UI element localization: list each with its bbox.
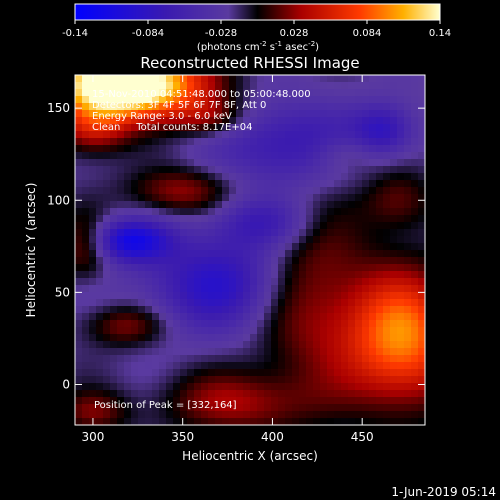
x-tick-label: 400 bbox=[261, 430, 284, 444]
y-tick-label: 50 bbox=[55, 285, 70, 299]
heatmap-image bbox=[75, 75, 425, 425]
y-tick-label: 150 bbox=[47, 101, 70, 115]
y-tick-label: 100 bbox=[47, 193, 70, 207]
colorbar: -0.14 -0.084 -0.028 0.028 0.084 0.14 (photons… bbox=[62, 3, 451, 53]
x-axis-ticks: 300 350 400 450 bbox=[81, 75, 374, 444]
observation-annotations: 15-Nov-2010 04:51:48.000 to 05:00:48.000… bbox=[92, 89, 311, 411]
x-tick-label: 450 bbox=[351, 430, 374, 444]
x-tick-label: 300 bbox=[81, 430, 104, 444]
plot-frame bbox=[74, 74, 426, 426]
colorbar-tick-label: -0.14 bbox=[62, 28, 88, 39]
y-axis-ticks: 0 50 100 150 bbox=[47, 101, 425, 391]
colorbar-gradient bbox=[74, 3, 441, 21]
annotation-clean-counts: Clean Total counts: 8.17E+04 bbox=[92, 122, 252, 133]
y-tick-label: 0 bbox=[62, 377, 70, 391]
annotation-energy-range: Energy Range: 3.0 - 6.0 keV bbox=[92, 111, 232, 122]
colorbar-tick-label: 0.084 bbox=[353, 28, 382, 39]
colorbar-tick-label: -0.084 bbox=[132, 28, 164, 39]
colorbar-units: (photons cm-2 s-1 asec-2) bbox=[197, 40, 319, 53]
annotation-detectors: Detectors: 3F 4F 5F 6F 7F 8F, Att 0 bbox=[92, 100, 266, 111]
colorbar-tick-label: 0.028 bbox=[280, 28, 309, 39]
colorbar-ticks: -0.14 -0.084 -0.028 0.028 0.084 0.14 bbox=[62, 20, 451, 39]
peak-position-label: Position of Peak = [332,164] bbox=[94, 400, 237, 411]
x-axis-label: Heliocentric X (arcsec) bbox=[182, 449, 318, 463]
chart-title: Reconstructed RHESSI Image bbox=[140, 54, 359, 72]
render-date: 1-Jun-2019 05:14 bbox=[391, 485, 496, 499]
x-tick-label: 350 bbox=[171, 430, 194, 444]
colorbar-tick-label: 0.14 bbox=[429, 28, 451, 39]
annotation-time-range: 15-Nov-2010 04:51:48.000 to 05:00:48.000 bbox=[92, 89, 311, 100]
colorbar-tick-label: -0.028 bbox=[205, 28, 237, 39]
y-axis-label: Heliocentric Y (arcsec) bbox=[24, 183, 38, 318]
